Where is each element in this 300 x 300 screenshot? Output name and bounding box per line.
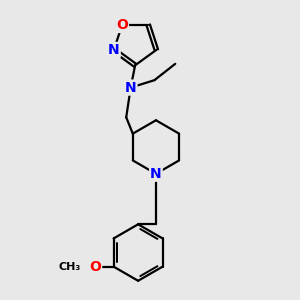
Text: N: N xyxy=(108,43,120,57)
Text: N: N xyxy=(125,81,136,94)
Text: O: O xyxy=(116,18,128,32)
Text: O: O xyxy=(89,260,101,274)
Text: CH₃: CH₃ xyxy=(58,262,80,272)
Text: N: N xyxy=(150,167,162,181)
